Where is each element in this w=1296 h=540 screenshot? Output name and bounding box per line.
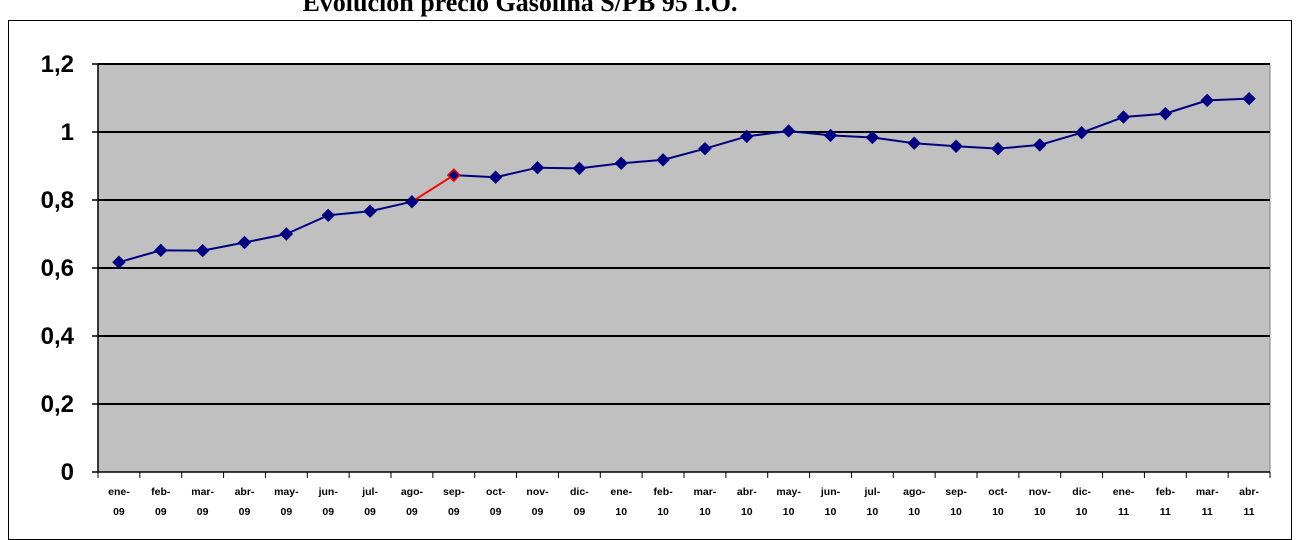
x-tick-label: feb- [1156,486,1176,498]
x-tick-label-year: 09 [281,506,293,518]
x-tick-label-year: 09 [155,506,167,518]
x-tick-label-year: 09 [490,506,502,518]
x-tick-label-year: 09 [364,506,376,518]
x-tick-label: mar- [694,486,717,498]
x-tick-label-year: 09 [113,506,125,518]
x-tick-label: jun- [820,486,841,498]
x-tick-label-year: 09 [239,506,251,518]
x-tick-label: dic- [1072,486,1091,498]
x-tick-label: abr- [737,486,757,498]
x-tick-label: oct- [988,486,1008,498]
x-tick-label-year: 10 [741,506,753,518]
y-tick-label: 0,2 [41,391,74,418]
x-tick-label-year: 10 [1076,506,1088,518]
x-tick-label: feb- [653,486,673,498]
x-tick-label-year: 09 [322,506,334,518]
x-tick-label-year: 11 [1244,506,1255,518]
x-tick-label-year: 10 [699,506,711,518]
x-tick-label: ene- [1113,486,1135,498]
x-tick-label-year: 09 [406,506,418,518]
x-tick-label: oct- [486,486,506,498]
x-tick-label: ago- [401,486,424,498]
x-tick-label-year: 10 [867,506,879,518]
x-tick-label-year: 11 [1202,506,1213,518]
x-tick-label-year: 10 [615,506,627,518]
x-tick-label-year: 10 [1034,506,1046,518]
x-tick-label: abr- [235,486,255,498]
x-tick-label-year: 10 [657,506,669,518]
x-tick-label: sep- [443,486,465,498]
y-tick-label: 1,2 [41,51,74,78]
x-tick-label: may- [776,486,801,498]
x-tick-label: feb- [151,486,171,498]
x-tick-label: jun- [318,486,339,498]
y-tick-label: 0 [61,459,74,486]
x-tick-label-year: 10 [825,506,837,518]
x-tick-label: nov- [1029,486,1052,498]
x-tick-label: mar- [1196,486,1219,498]
x-tick-label: dic- [570,486,589,498]
x-tick-label-year: 09 [197,506,209,518]
x-tick-label: may- [274,486,299,498]
x-tick-label-year: 09 [532,506,544,518]
x-tick-label: abr- [1239,486,1259,498]
x-tick-label: mar- [191,486,214,498]
x-tick-label: jul- [361,486,378,498]
x-tick-label-year: 09 [448,506,460,518]
x-tick-label: ene- [610,486,632,498]
x-tick-label-year: 10 [783,506,795,518]
y-tick-label: 0,6 [41,255,74,282]
x-tick-label: nov- [526,486,549,498]
x-tick-label-year: 10 [908,506,920,518]
x-tick-label-year: 11 [1118,506,1129,518]
x-tick-label: sep- [945,486,967,498]
x-tick-label: jul- [863,486,880,498]
x-tick-label: ago- [903,486,926,498]
x-tick-label: ene- [108,486,130,498]
x-tick-label-year: 11 [1160,506,1171,518]
y-tick-label: 0,8 [41,187,74,214]
y-tick-label: 0,4 [41,323,75,350]
x-tick-label-year: 10 [950,506,962,518]
x-tick-label-year: 09 [574,506,586,518]
x-tick-label-year: 10 [992,506,1004,518]
y-tick-label: 1 [61,119,74,146]
